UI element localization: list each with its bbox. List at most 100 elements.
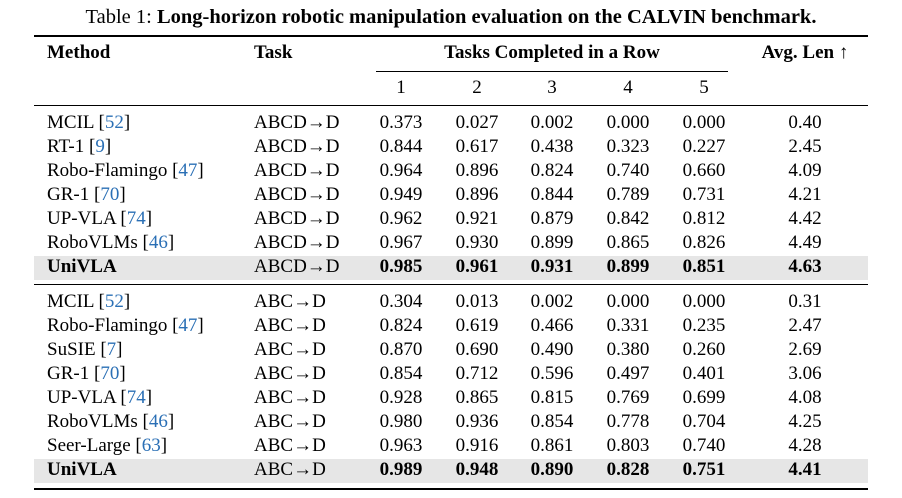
task-cell: ABC→D: [254, 339, 326, 360]
method-cell: SuSIE [7]: [47, 339, 123, 360]
task-cell: ABC→D: [254, 363, 326, 384]
avg-len-cell: 4.09: [788, 160, 822, 181]
value-cell: 0.000: [682, 112, 726, 133]
task-cell: ABCD→D: [254, 232, 340, 253]
avg-len-cell: 0.31: [788, 291, 822, 312]
method-name: RoboVLMs: [47, 411, 138, 432]
method-name: UniVLA: [47, 459, 117, 480]
value-cell: 0.963: [379, 435, 423, 456]
value-cell: 0.769: [606, 387, 650, 408]
method-name: UP-VLA: [47, 208, 116, 229]
value-cell: 0.751: [682, 459, 726, 480]
value-cell: 0.879: [530, 208, 574, 229]
value-cell: 0.490: [530, 339, 574, 360]
value-cell: 0.896: [455, 160, 499, 181]
method-name: Seer-Large: [47, 435, 131, 456]
value-cell: 0.803: [606, 435, 650, 456]
method-cell: RT-1 [9]: [47, 136, 112, 157]
value-cell: 0.854: [379, 363, 423, 384]
citation-link[interactable]: 52: [104, 112, 124, 133]
group-rule: [376, 71, 728, 72]
value-cell: 0.466: [530, 315, 574, 336]
value-cell: 0.013: [455, 291, 499, 312]
value-cell: 0.899: [530, 232, 574, 253]
task-cell: ABC→D: [254, 411, 326, 432]
citation-link[interactable]: 47: [178, 315, 198, 336]
citation-link[interactable]: 46: [148, 411, 168, 432]
method-name: RT-1: [47, 136, 85, 157]
avg-len-cell: 2.45: [788, 136, 822, 157]
method-name: Robo-Flamingo: [47, 315, 168, 336]
avg-len-cell: 4.28: [788, 435, 822, 456]
value-cell: 0.323: [606, 136, 650, 157]
value-cell: 0.931: [530, 256, 574, 277]
value-cell: 0.896: [455, 184, 499, 205]
value-cell: 0.002: [530, 291, 574, 312]
value-cell: 0.865: [606, 232, 650, 253]
value-cell: 0.235: [682, 315, 726, 336]
top-rule: [34, 35, 868, 37]
value-cell: 0.000: [682, 291, 726, 312]
task-cell: ABC→D: [254, 291, 326, 312]
value-cell: 0.964: [379, 160, 423, 181]
value-cell: 0.930: [455, 232, 499, 253]
bottom-rule: [34, 488, 868, 490]
value-cell: 0.865: [455, 387, 499, 408]
citation-link[interactable]: 70: [100, 363, 120, 384]
citation-link[interactable]: 63: [141, 435, 161, 456]
citation-link[interactable]: 7: [106, 339, 117, 360]
avg-len-cell: 2.69: [788, 339, 822, 360]
value-cell: 0.851: [682, 256, 726, 277]
avg-len-cell: 4.49: [788, 232, 822, 253]
header-avg: Avg. Len ↑: [761, 42, 849, 63]
header-group: Tasks Completed in a Row: [444, 42, 660, 63]
value-cell: 0.619: [455, 315, 499, 336]
citation-link[interactable]: 74: [126, 387, 146, 408]
value-cell: 0.690: [455, 339, 499, 360]
header-method: Method: [47, 42, 111, 63]
method-cell: GR-1 [70]: [47, 363, 126, 384]
value-cell: 0.000: [606, 112, 650, 133]
value-cell: 0.861: [530, 435, 574, 456]
avg-len-cell: 2.47: [788, 315, 822, 336]
avg-len-cell: 4.21: [788, 184, 822, 205]
avg-len-cell: 4.25: [788, 411, 822, 432]
method-name: RoboVLMs: [47, 232, 138, 253]
method-cell: Seer-Large [63]: [47, 435, 168, 456]
method-cell: Robo-Flamingo [47]: [47, 160, 204, 181]
method-name: GR-1: [47, 184, 90, 205]
method-name: MCIL: [47, 112, 94, 133]
avg-len-cell: 0.40: [788, 112, 822, 133]
value-cell: 0.617: [455, 136, 499, 157]
value-cell: 0.967: [379, 232, 423, 253]
task-cell: ABC→D: [254, 387, 326, 408]
citation-link[interactable]: 52: [104, 291, 124, 312]
value-cell: 0.899: [606, 256, 650, 277]
avg-len-cell: 4.63: [788, 256, 822, 277]
method-name: GR-1: [47, 363, 90, 384]
value-cell: 0.962: [379, 208, 423, 229]
avg-len-cell: 3.06: [788, 363, 822, 384]
citation-link[interactable]: 47: [178, 160, 198, 181]
citation-link[interactable]: 9: [95, 136, 105, 157]
value-cell: 0.980: [379, 411, 423, 432]
citation-link[interactable]: 74: [126, 208, 146, 229]
value-cell: 0.916: [455, 435, 499, 456]
citation-link[interactable]: 46: [148, 232, 168, 253]
value-cell: 0.844: [530, 184, 574, 205]
header-subcol: 3: [547, 77, 557, 98]
header-subcol: 4: [623, 77, 633, 98]
task-cell: ABC→D: [254, 315, 326, 336]
value-cell: 0.824: [530, 160, 574, 181]
task-cell: ABC→D: [254, 459, 326, 480]
value-cell: 0.304: [379, 291, 423, 312]
task-cell: ABCD→D: [254, 112, 340, 133]
task-cell: ABCD→D: [254, 160, 340, 181]
value-cell: 0.000: [606, 291, 650, 312]
value-cell: 0.401: [682, 363, 726, 384]
citation-link[interactable]: 70: [100, 184, 120, 205]
value-cell: 0.824: [379, 315, 423, 336]
method-name: MCIL: [47, 291, 94, 312]
value-cell: 0.949: [379, 184, 423, 205]
value-cell: 0.260: [682, 339, 726, 360]
